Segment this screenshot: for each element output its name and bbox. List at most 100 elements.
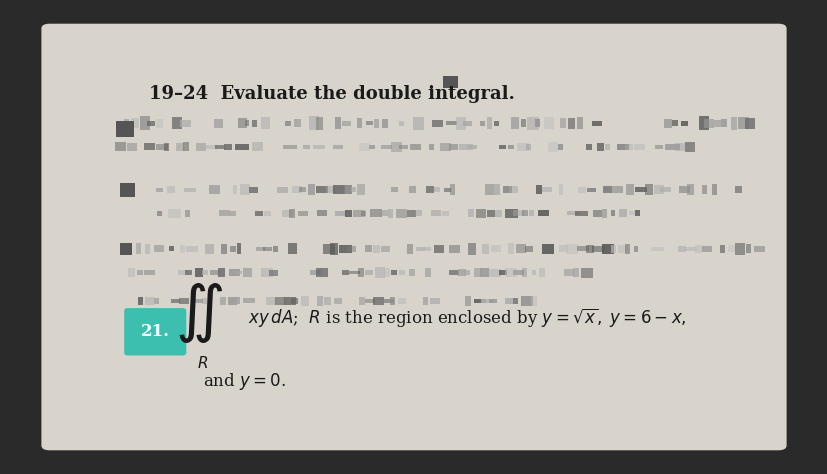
Bar: [283, 145, 296, 149]
Bar: [358, 268, 364, 277]
Bar: [369, 145, 375, 149]
Bar: [428, 144, 433, 150]
Bar: [538, 268, 544, 277]
Bar: [542, 187, 551, 192]
Bar: [433, 245, 443, 253]
Bar: [585, 144, 591, 150]
Bar: [124, 119, 129, 127]
Bar: [155, 188, 163, 191]
Bar: [450, 184, 454, 195]
Bar: [137, 297, 143, 305]
Bar: [261, 117, 270, 129]
Bar: [237, 243, 241, 255]
Bar: [214, 145, 225, 149]
Bar: [324, 297, 331, 305]
Bar: [185, 210, 190, 217]
Bar: [364, 245, 371, 253]
Bar: [396, 209, 406, 218]
Bar: [374, 119, 379, 128]
Bar: [316, 268, 327, 277]
Bar: [449, 270, 458, 275]
Bar: [678, 186, 689, 193]
Bar: [634, 187, 647, 192]
Bar: [398, 121, 404, 126]
Bar: [425, 268, 431, 277]
Bar: [342, 270, 349, 275]
Bar: [380, 145, 391, 149]
Bar: [681, 121, 687, 126]
Bar: [616, 144, 629, 150]
Bar: [409, 269, 414, 276]
Bar: [534, 119, 539, 128]
Bar: [410, 144, 420, 150]
Bar: [249, 187, 258, 192]
Bar: [390, 297, 394, 305]
Bar: [276, 186, 287, 193]
Bar: [114, 142, 127, 152]
Bar: [292, 186, 302, 193]
Bar: [591, 246, 604, 252]
Bar: [361, 211, 366, 216]
Bar: [486, 210, 495, 217]
Bar: [221, 244, 227, 254]
Bar: [442, 76, 457, 88]
Bar: [426, 186, 434, 193]
Bar: [303, 145, 309, 149]
Bar: [366, 121, 373, 125]
Bar: [186, 246, 198, 252]
Bar: [521, 296, 532, 306]
Bar: [365, 270, 372, 275]
Bar: [686, 184, 694, 195]
Bar: [698, 116, 709, 130]
Bar: [541, 244, 553, 254]
Bar: [273, 246, 278, 252]
Bar: [390, 270, 396, 275]
Bar: [228, 298, 237, 304]
Bar: [564, 269, 573, 276]
Bar: [535, 185, 541, 194]
Bar: [442, 211, 448, 216]
Bar: [433, 187, 440, 192]
Bar: [167, 186, 175, 193]
Bar: [512, 210, 523, 217]
Bar: [334, 211, 346, 216]
Bar: [243, 268, 252, 277]
Bar: [164, 143, 169, 151]
Bar: [456, 117, 466, 130]
Bar: [128, 268, 135, 277]
Bar: [262, 246, 272, 251]
Bar: [178, 270, 189, 275]
FancyBboxPatch shape: [124, 308, 186, 356]
Bar: [245, 120, 249, 126]
Bar: [508, 145, 514, 149]
Bar: [677, 246, 686, 252]
Bar: [462, 121, 471, 126]
Bar: [654, 145, 662, 149]
Bar: [557, 144, 562, 150]
Bar: [503, 186, 512, 193]
Bar: [509, 186, 518, 193]
Bar: [373, 297, 384, 305]
Bar: [156, 210, 161, 216]
Bar: [567, 118, 574, 128]
Bar: [504, 209, 517, 218]
Bar: [228, 269, 240, 276]
Bar: [299, 187, 305, 192]
Bar: [480, 299, 492, 303]
Bar: [146, 120, 155, 126]
Bar: [127, 143, 137, 151]
Bar: [176, 143, 184, 151]
Bar: [335, 118, 340, 129]
Bar: [672, 120, 676, 127]
Bar: [684, 142, 694, 152]
Bar: [498, 145, 505, 149]
Bar: [339, 245, 351, 253]
Bar: [468, 210, 474, 217]
Bar: [576, 117, 582, 129]
Bar: [510, 117, 519, 129]
Bar: [486, 117, 492, 129]
Bar: [153, 246, 164, 252]
Bar: [465, 296, 471, 306]
Bar: [332, 145, 343, 149]
Bar: [316, 296, 323, 306]
